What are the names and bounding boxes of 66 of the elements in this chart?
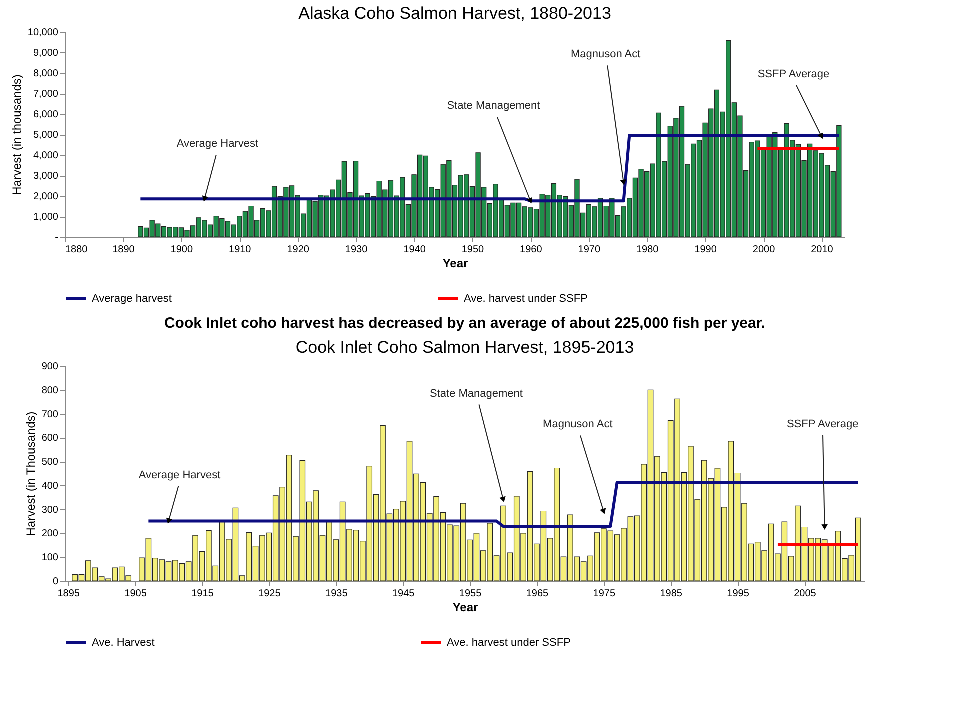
legend-label: Ave. Harvest: [92, 636, 155, 649]
x-tick-label: 1890: [112, 244, 136, 256]
y-tick-label: 10,000: [28, 28, 59, 38]
annotation: State Management: [447, 100, 540, 112]
x-axis-title: Year: [452, 600, 479, 614]
x-tick-label: 1980: [636, 244, 660, 256]
x-tick-label: 1900: [170, 244, 194, 256]
y-tick-label: 200: [42, 528, 59, 540]
y-tick-label: 100: [42, 552, 59, 564]
x-tick-label: 1930: [345, 244, 368, 256]
y-tick-label: 9,000: [33, 48, 59, 59]
x-tick-label: 1915: [192, 588, 214, 600]
x-tick-label: 1970: [578, 244, 601, 256]
y-tick-label: 900: [42, 362, 59, 372]
legend-label: Average harvest: [92, 292, 172, 305]
x-tick-label: 1995: [727, 588, 750, 600]
annotation: SSFP Average: [786, 418, 859, 430]
x-tick-label: 1920: [287, 244, 310, 256]
x-tick-label: 2010: [811, 244, 834, 256]
chart-title: Alaska Coho Salmon Harvest, 1880-2013: [298, 4, 612, 23]
y-tick-label: 400: [42, 480, 59, 492]
y-tick-label: 8,000: [33, 68, 59, 80]
x-tick-label: 1940: [404, 244, 426, 256]
y-tick-label: 300: [42, 504, 59, 516]
x-axis-title: Year: [442, 256, 469, 270]
x-tick-label: 1935: [326, 588, 348, 600]
y-tick-label: 5,000: [33, 130, 59, 141]
annotation: Average Harvest: [176, 138, 259, 150]
x-tick-label: 1950: [462, 244, 485, 256]
y-tick-label: 800: [42, 385, 59, 396]
x-tick-label: 1975: [593, 588, 616, 600]
annotation: Magnuson Act: [543, 418, 613, 431]
x-tick-label: 1880: [66, 244, 88, 256]
x-tick-label: 1965: [526, 588, 550, 600]
y-tick-label: 600: [42, 433, 59, 444]
y-tick-label: 6,000: [33, 110, 59, 120]
x-tick-label: 1945: [392, 588, 416, 600]
chart-subtitle: Cook Inlet coho harvest has decreased by an average of about 225,000 fish per year.: [164, 315, 766, 332]
legend-label: Ave. harvest under SSFP: [464, 292, 588, 305]
y-tick-label: 4,000: [33, 150, 59, 162]
y-tick-label: 7,000: [33, 89, 59, 100]
x-tick-label: 1910: [229, 244, 252, 256]
y-axis-title: Harvest (in thousands): [10, 74, 24, 196]
x-tick-label: 1895: [58, 588, 80, 600]
y-tick-label: -: [55, 232, 58, 244]
annotation: SSFP Average: [758, 68, 830, 81]
annotation: Average Harvest: [138, 469, 221, 482]
y-tick-label: 1,000: [33, 212, 59, 223]
y-tick-label: 3,000: [33, 171, 59, 182]
x-tick-label: 1990: [694, 244, 718, 256]
x-tick-label: 1925: [258, 588, 282, 600]
x-tick-label: 1905: [124, 588, 148, 600]
y-axis-title: Harvest (in Thousands): [24, 412, 38, 536]
x-tick-label: 1955: [459, 588, 482, 600]
annotation: State Management: [430, 388, 523, 400]
x-tick-label: 1985: [660, 588, 683, 600]
x-tick-label: 1960: [520, 244, 543, 256]
y-tick-label: 500: [42, 457, 59, 468]
chart-title: Cook Inlet Coho Salmon Harvest, 1895-2013: [296, 338, 634, 357]
annotation: Magnuson Act: [570, 48, 641, 61]
y-tick-label: 2,000: [33, 192, 59, 202]
x-tick-label: 2005: [794, 588, 817, 600]
y-tick-label: 700: [42, 409, 59, 420]
y-tick-label: 0: [52, 576, 59, 588]
legend-label: Ave. harvest under SSFP: [447, 636, 571, 649]
x-tick-label: 2000: [752, 244, 776, 256]
